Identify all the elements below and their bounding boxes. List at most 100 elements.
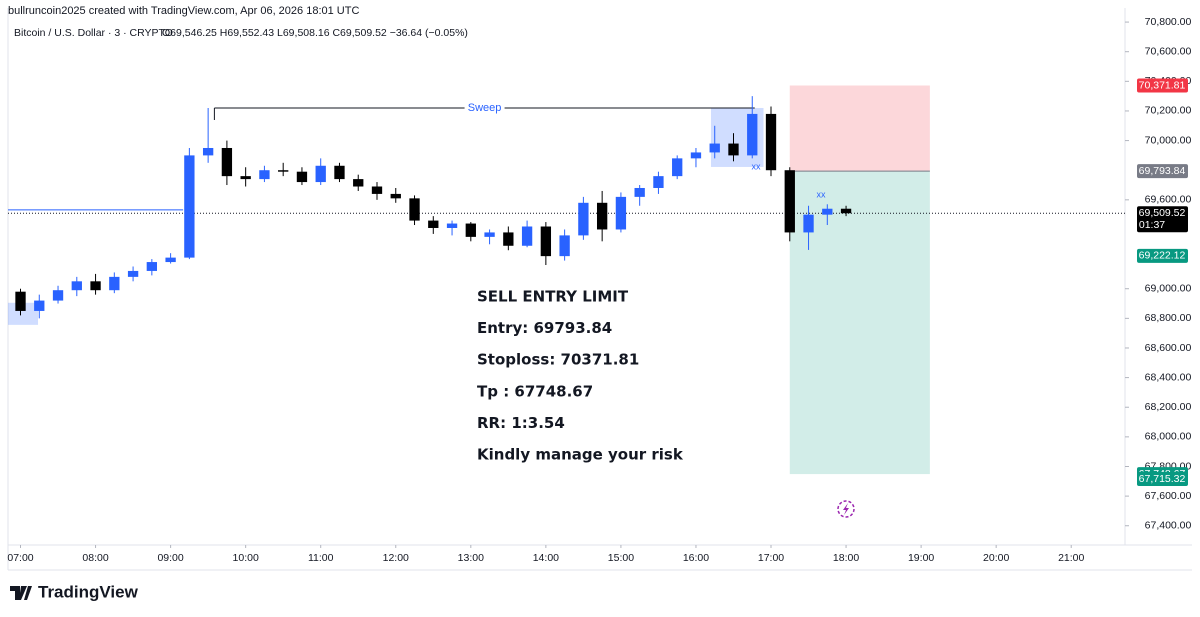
x-tick-label: 07:00 bbox=[7, 552, 33, 564]
price-label-box bbox=[1137, 206, 1188, 233]
x-tick-label: 11:00 bbox=[308, 552, 334, 564]
candle-body bbox=[784, 170, 795, 233]
note-line: Kindly manage your risk bbox=[477, 446, 684, 464]
price-label: 69,222.12 bbox=[1139, 250, 1186, 262]
x-tick-label: 14:00 bbox=[533, 552, 559, 564]
candle-body bbox=[259, 170, 270, 180]
candle-body bbox=[34, 300, 45, 311]
candle-body bbox=[578, 202, 589, 236]
note-line: Tp : 67748.67 bbox=[477, 382, 593, 400]
candle-body bbox=[615, 196, 627, 230]
y-tick-label: 70,600.00 bbox=[1145, 45, 1192, 57]
y-tick-label: 70,200.00 bbox=[1145, 105, 1192, 117]
flash-icon bbox=[837, 500, 855, 518]
x-tick-label: 21:00 bbox=[1058, 552, 1084, 564]
logo-mark bbox=[10, 586, 32, 600]
candle-body bbox=[296, 171, 308, 183]
x-tick-label: 17:00 bbox=[758, 552, 784, 564]
candle-body bbox=[765, 113, 777, 171]
candle-body bbox=[240, 176, 251, 180]
candle-body bbox=[822, 208, 833, 215]
candle-body bbox=[747, 113, 758, 156]
candle-body bbox=[709, 143, 720, 153]
candle-body bbox=[465, 223, 476, 237]
y-tick-label: 69,600.00 bbox=[1145, 194, 1192, 206]
icon-bolt bbox=[843, 503, 849, 515]
candle-body bbox=[184, 155, 195, 258]
candle-body bbox=[409, 198, 420, 221]
brand: TradingView bbox=[38, 582, 139, 601]
x-tick-label: 12:00 bbox=[383, 552, 409, 564]
candle-body bbox=[127, 270, 139, 277]
candle-body bbox=[202, 147, 214, 156]
price-label: 69,793.84 bbox=[1139, 165, 1186, 177]
x-tick-label: 18:00 bbox=[833, 552, 859, 564]
note-line: RR: 1:3.54 bbox=[477, 414, 565, 432]
price-label-box bbox=[1137, 164, 1188, 179]
x-tick-label: 15:00 bbox=[608, 552, 634, 564]
candle-body bbox=[390, 193, 401, 199]
mark-label: xx bbox=[752, 161, 762, 171]
candle-body bbox=[15, 291, 26, 311]
y-tick-label: 67,400.00 bbox=[1145, 520, 1192, 532]
ohlc-readout: O69,546.25 H69,552.43 L69,508.16 C69,509… bbox=[162, 27, 468, 39]
x-tick-label: 16:00 bbox=[683, 552, 709, 564]
y-tick-label: 70,800.00 bbox=[1145, 16, 1192, 28]
candle-body bbox=[109, 276, 120, 291]
icon-ring bbox=[837, 500, 855, 518]
note-line: Entry: 69793.84 bbox=[477, 319, 612, 337]
candle-body bbox=[315, 165, 326, 183]
candle-body bbox=[334, 165, 345, 180]
price-label-box bbox=[1137, 248, 1188, 263]
candle-body bbox=[428, 220, 439, 228]
x-tick-label: 19:00 bbox=[908, 552, 934, 564]
candle-body bbox=[540, 226, 552, 257]
price-label-box bbox=[1137, 472, 1188, 487]
candle-body bbox=[596, 202, 608, 230]
candle-body bbox=[353, 179, 364, 187]
candle-body bbox=[503, 232, 514, 246]
candle-body bbox=[803, 214, 814, 233]
candle-body bbox=[840, 208, 852, 214]
byline: bullruncoin2025 created with TradingView… bbox=[8, 5, 359, 17]
x-tick-label: 10:00 bbox=[233, 552, 259, 564]
candle-body bbox=[672, 158, 683, 177]
price-label: 67,715.32 bbox=[1139, 473, 1186, 485]
candle-body bbox=[221, 147, 233, 177]
candle-body bbox=[484, 232, 495, 237]
price-label: 70,371.81 bbox=[1139, 79, 1186, 91]
y-tick-label: 68,200.00 bbox=[1145, 401, 1192, 413]
candle-body bbox=[146, 262, 158, 271]
countdown: 01:37 bbox=[1139, 219, 1165, 231]
candle-body bbox=[90, 281, 101, 291]
x-tick-label: 08:00 bbox=[82, 552, 108, 564]
candle-body bbox=[52, 290, 64, 301]
note-line: SELL ENTRY LIMIT bbox=[477, 288, 629, 306]
y-tick-label: 69,000.00 bbox=[1145, 283, 1192, 295]
candle-body bbox=[521, 226, 533, 246]
candle-body bbox=[559, 235, 570, 257]
candle-body bbox=[446, 223, 458, 228]
y-tick-label: 67,600.00 bbox=[1145, 490, 1192, 502]
note-line: Stoploss: 70371.81 bbox=[477, 351, 639, 369]
candle-body bbox=[728, 143, 739, 156]
candle-body bbox=[634, 187, 645, 197]
y-tick-label: 68,000.00 bbox=[1145, 431, 1192, 443]
y-tick-label: 68,600.00 bbox=[1145, 342, 1192, 354]
x-tick-label: 13:00 bbox=[458, 552, 484, 564]
candle-body bbox=[278, 170, 289, 172]
x-tick-label: 09:00 bbox=[157, 552, 183, 564]
stop-zone bbox=[789, 85, 930, 172]
y-tick-label: 68,800.00 bbox=[1145, 312, 1192, 324]
candle-body bbox=[690, 152, 702, 159]
candle-body bbox=[371, 186, 383, 194]
candle-body bbox=[71, 281, 82, 291]
y-tick-label: 68,400.00 bbox=[1145, 371, 1192, 383]
sweep-label: Sweep bbox=[468, 102, 502, 114]
candle-body bbox=[165, 257, 176, 263]
logo: TradingView bbox=[10, 582, 139, 601]
y-tick-label: 70,000.00 bbox=[1145, 134, 1192, 146]
